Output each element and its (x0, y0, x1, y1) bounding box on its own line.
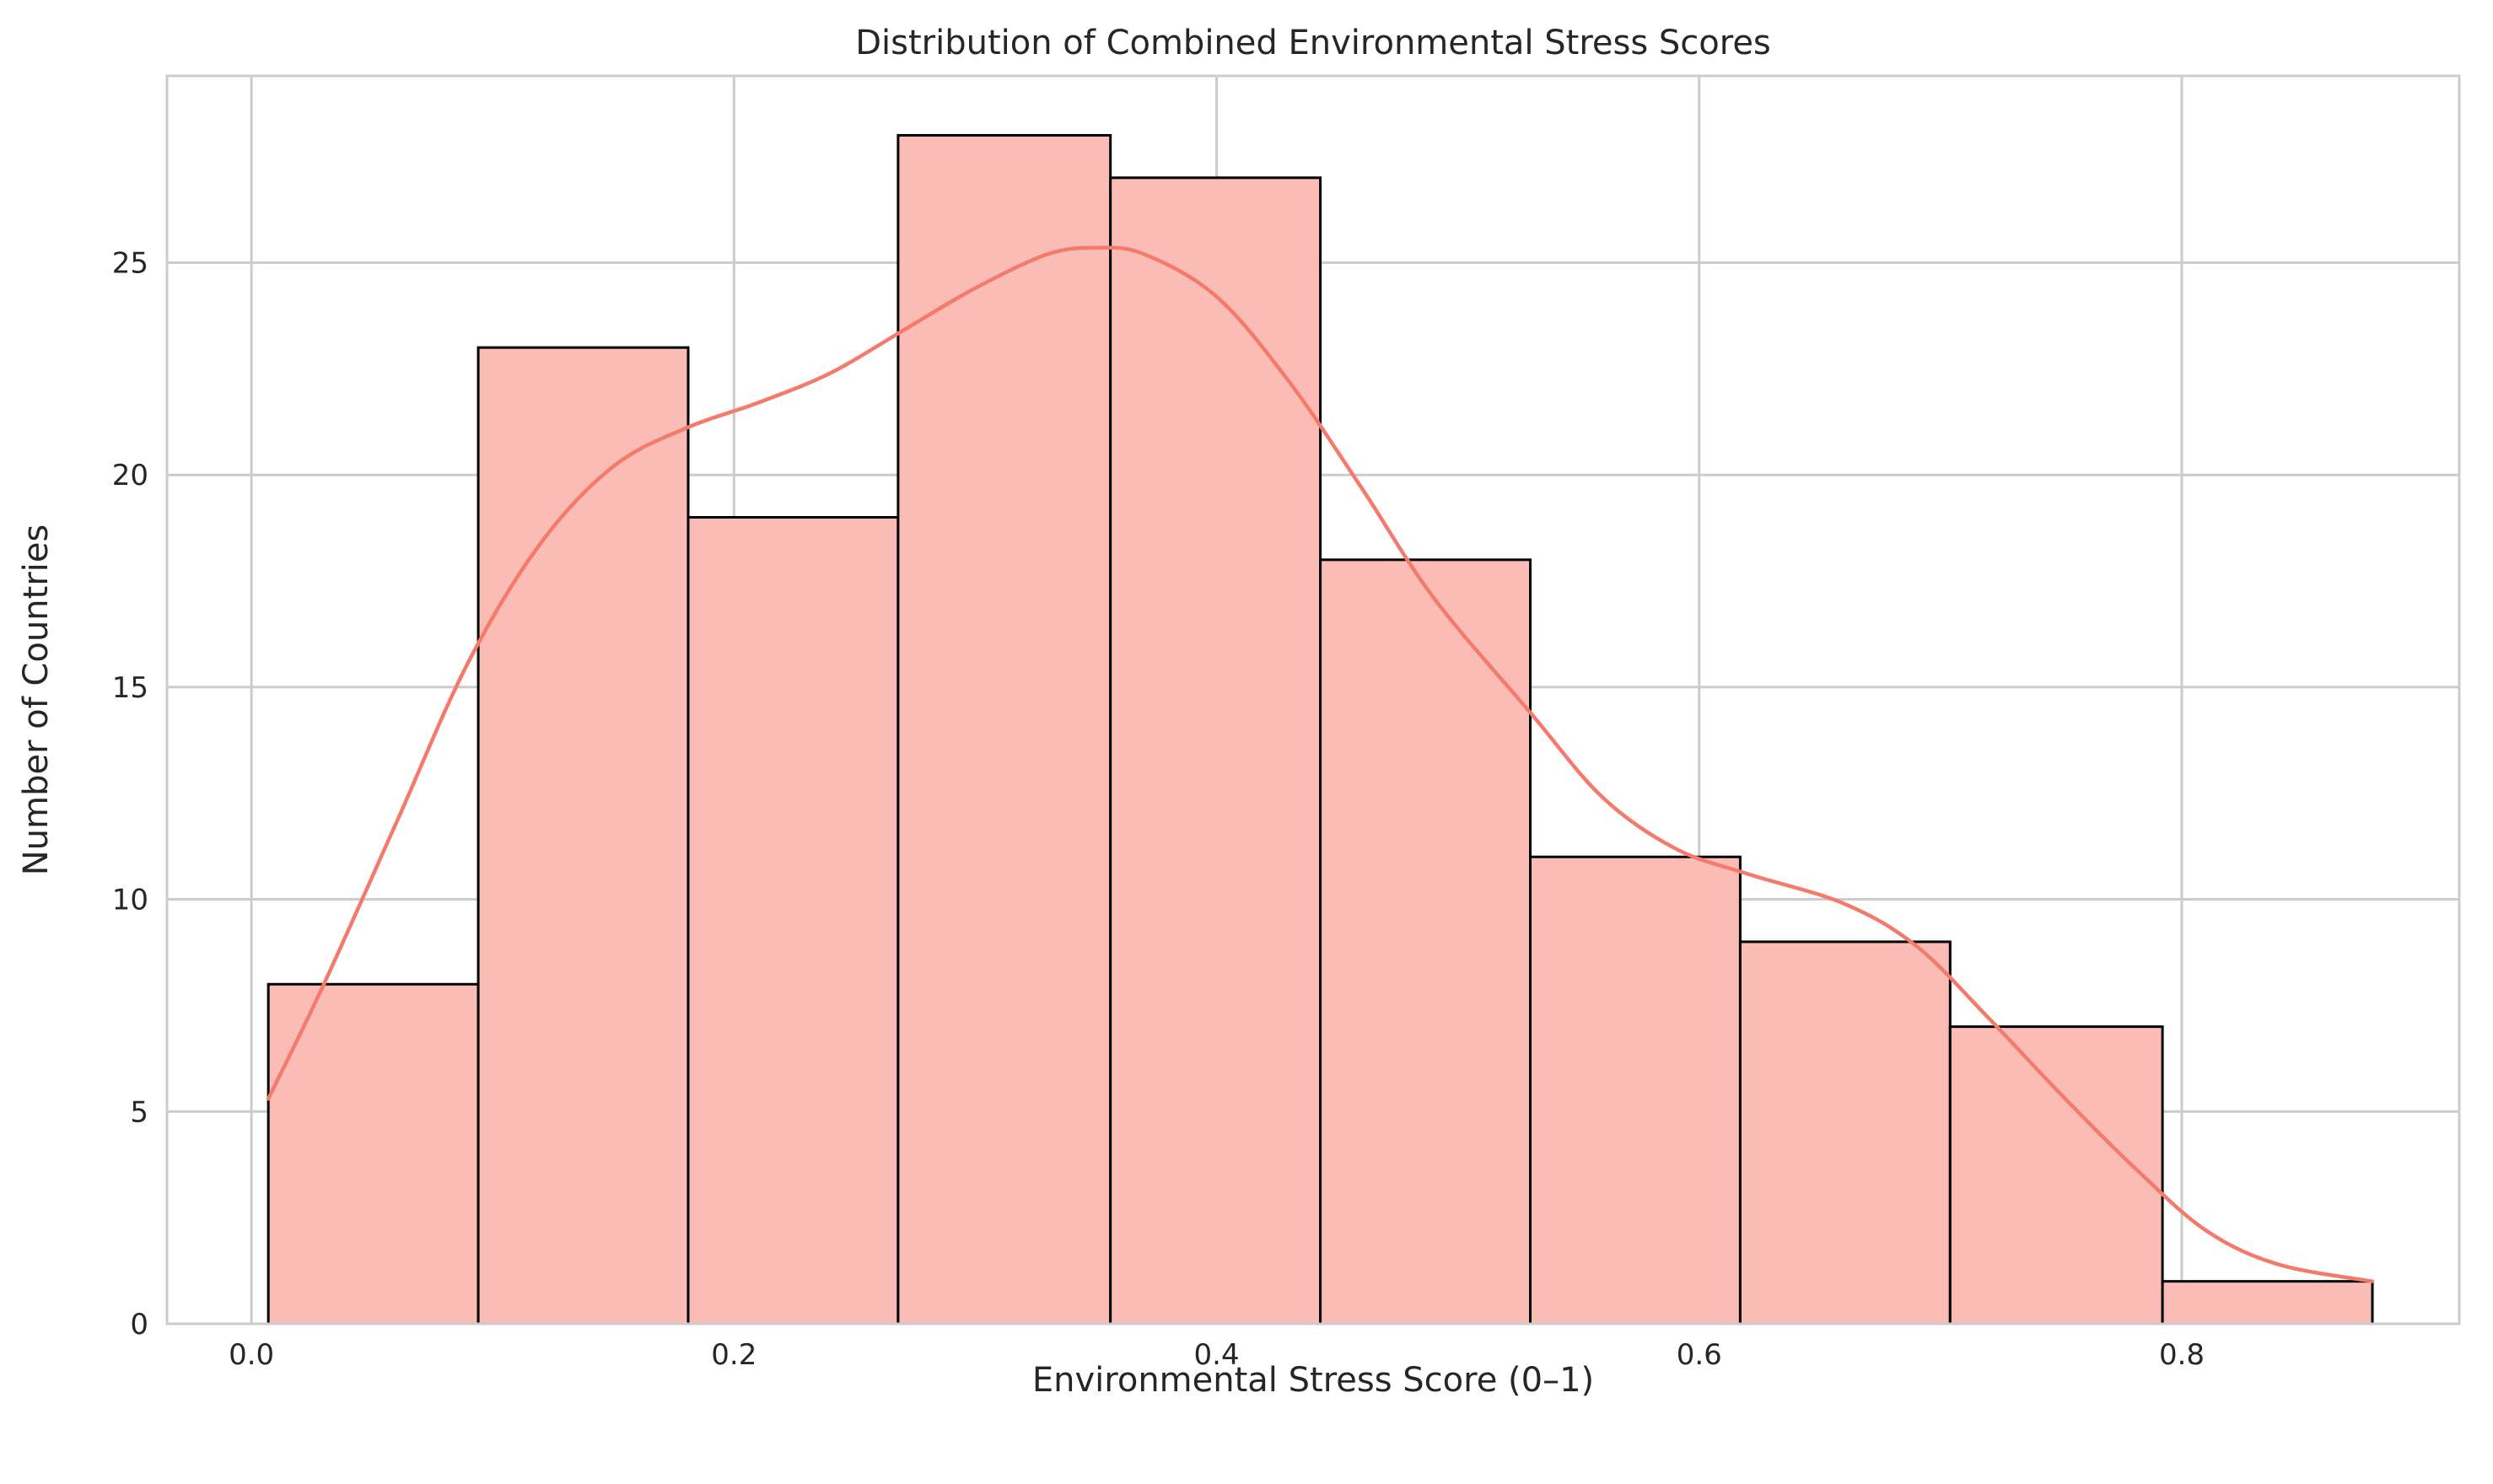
x-tick-labels: 0.0 0.2 0.4 0.6 0.8 (229, 1338, 2205, 1372)
y-tick-label: 5 (130, 1095, 148, 1129)
chart-title: Distribution of Combined Environmental S… (855, 24, 1771, 62)
histogram-bar (2161, 1280, 2374, 1325)
kde-curve-group (266, 245, 2375, 1283)
y-axis-label: Number of Countries (17, 524, 56, 875)
y-tick-label: 10 (112, 884, 148, 917)
x-tick-label: 0.8 (2159, 1338, 2205, 1372)
histogram-bar (1948, 1025, 2164, 1325)
y-tick-label: 20 (112, 459, 148, 492)
histogram-bar (1319, 558, 1532, 1325)
y-tick-label: 0 (130, 1308, 148, 1342)
x-tick-label: 0.0 (229, 1338, 274, 1372)
x-tick-label: 0.4 (1194, 1338, 1240, 1372)
x-axis-label: Environmental Stress Score (0–1) (1032, 1361, 1594, 1400)
y-tick-label: 15 (112, 671, 148, 705)
histogram-bar (1738, 940, 1952, 1325)
histogram-bar (687, 516, 900, 1325)
x-tick-label: 0.2 (711, 1338, 757, 1372)
histogram-bar (1109, 176, 1322, 1325)
plot-frame (165, 74, 2461, 1325)
y-tick-labels: 0 5 10 15 20 25 (112, 246, 148, 1342)
x-tick-label: 0.6 (1677, 1338, 1722, 1372)
kde-curve (266, 245, 2375, 1283)
histogram-bars (267, 133, 2374, 1325)
histogram-bar (1528, 855, 1742, 1325)
y-tick-label: 25 (112, 246, 148, 280)
